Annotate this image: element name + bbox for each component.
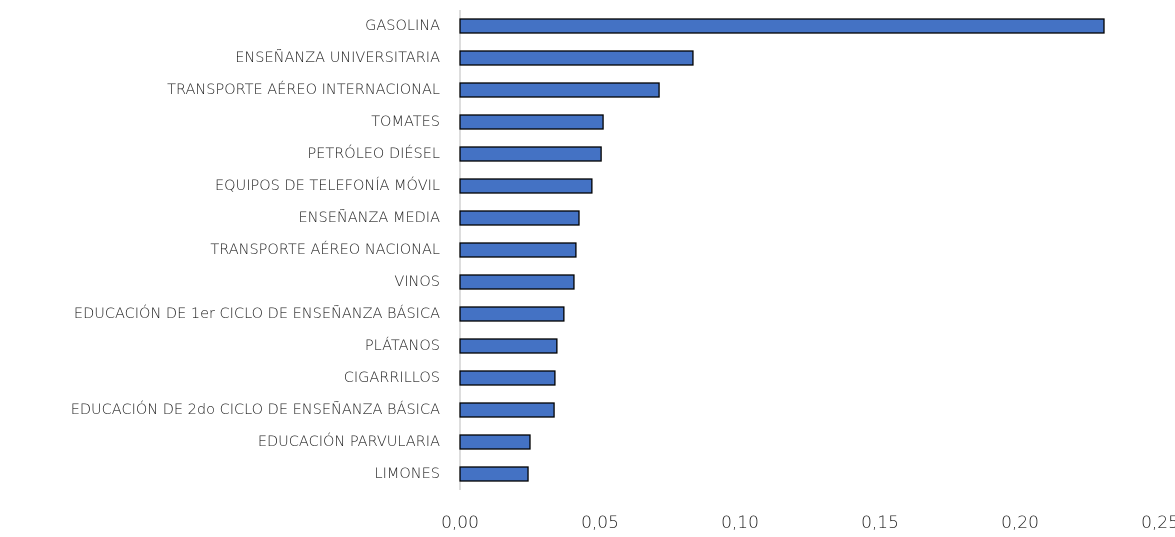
bar [459, 146, 602, 162]
bar [459, 114, 604, 130]
x-tick-label: 0,15 [861, 513, 899, 533]
y-tick-label: VINOS [394, 274, 440, 290]
x-tick-label: 0,20 [1001, 513, 1039, 533]
y-tick-label: ENSEÑANZA UNIVERSITARIA [235, 49, 440, 66]
bar [459, 50, 694, 66]
y-tick-label: TRANSPORTE AÉREO INTERNACIONAL [167, 81, 440, 98]
y-tick-label: EQUIPOS DE TELEFONÍA MÓVIL [215, 176, 440, 194]
bar [459, 178, 593, 194]
bar [459, 338, 558, 354]
bar [459, 242, 577, 258]
bar [459, 18, 1105, 34]
y-tick-label: CIGARRILLOS [344, 370, 440, 386]
bar [459, 434, 531, 450]
y-tick-label: GASOLINA [365, 18, 440, 34]
y-tick-label: PETRÓLEO DIÉSEL [307, 144, 440, 162]
y-tick-label: TOMATES [371, 114, 440, 130]
bar [459, 466, 529, 482]
bar [459, 306, 565, 322]
y-tick-label: ENSEÑANZA MEDIA [299, 209, 441, 226]
bar [459, 210, 580, 226]
y-tick-label: PLÁTANOS [365, 337, 440, 354]
y-tick-label: TRANSPORTE AÉREO NACIONAL [210, 241, 440, 258]
x-tick-label: 0,10 [721, 513, 759, 533]
y-tick-label: LIMONES [375, 466, 441, 482]
x-tick-label: 0,00 [441, 513, 479, 533]
bar [459, 274, 575, 290]
bar [459, 370, 556, 386]
bar [459, 82, 660, 98]
y-tick-label: EDUCACIÓN PARVULARIA [258, 432, 440, 450]
x-tick-label: 0,05 [581, 513, 619, 533]
y-tick-label: EDUCACIÓN DE 1er CICLO DE ENSEÑANZA BÁSI… [74, 304, 440, 322]
bar [459, 402, 555, 418]
x-tick-label: 0,25 [1141, 513, 1175, 533]
y-tick-label: EDUCACIÓN DE 2do CICLO DE ENSEÑANZA BÁSI… [71, 400, 440, 418]
